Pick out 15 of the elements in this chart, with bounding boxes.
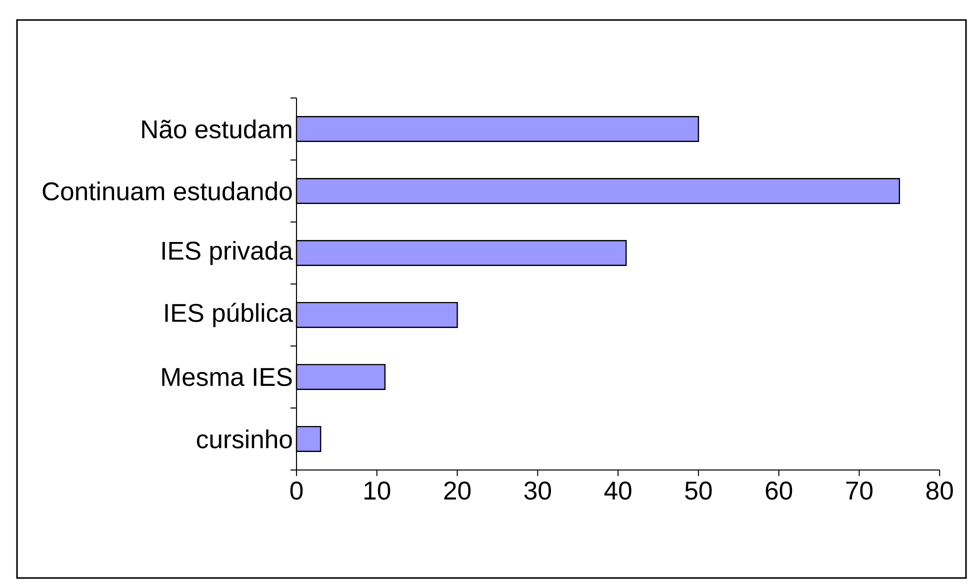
- y-tick-label: IES privada: [162, 241, 293, 265]
- x-tick-label: 70: [846, 482, 873, 500]
- y-tick-label: IES pública: [165, 302, 293, 328]
- x-tick-label: 40: [604, 482, 632, 500]
- x-tick-label: 80: [926, 482, 953, 500]
- x-tick-label: 0: [290, 482, 303, 500]
- y-tick-label: Mesma IES: [162, 368, 292, 386]
- x-tick-label: 20: [444, 482, 471, 500]
- y-tick-label: cursinho: [196, 430, 292, 448]
- x-tick-label: 50: [685, 482, 712, 500]
- x-tick-label: 60: [766, 482, 792, 500]
- x-tick-label: 30: [524, 482, 551, 500]
- x-tick-label: 10: [364, 482, 390, 500]
- y-tick-label: Não estudam: [142, 120, 292, 138]
- y-tick-label: Continuam estudando: [42, 182, 292, 200]
